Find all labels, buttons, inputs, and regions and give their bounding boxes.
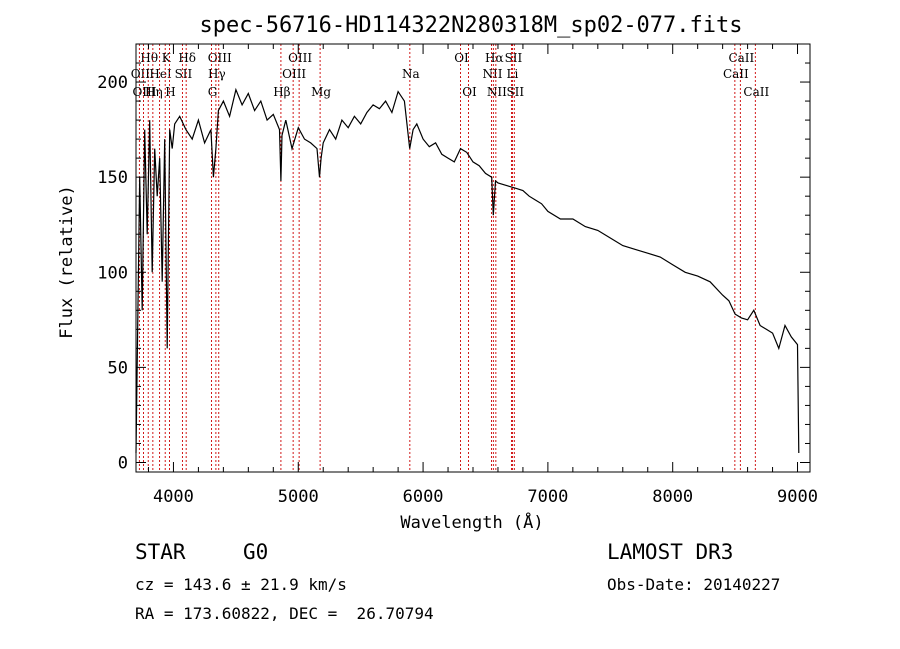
line-label-21: NII [487, 85, 507, 99]
redshift-cz: cz = 143.6 ± 21.9 km/s [135, 575, 347, 594]
line-label-26: CaII [723, 67, 749, 81]
chart-title: spec-56716-HD114322N280318M_sp02-077.fit… [199, 13, 742, 38]
x-tick-label: 6000 [403, 487, 444, 507]
y-tick-label: 100 [97, 263, 128, 283]
line-label-19: Hα [485, 51, 504, 65]
y-tick-label: 0 [118, 453, 128, 473]
line-label-10: Hγ [208, 67, 226, 81]
line-label-6: H [165, 85, 175, 99]
x-tick-label: 5000 [278, 487, 319, 507]
y-tick-label: 50 [108, 358, 128, 378]
line-label-23: Li [507, 67, 519, 81]
coordinates: RA = 173.60822, DEC = 26.70794 [135, 604, 434, 623]
line-label-12: Hβ [273, 85, 290, 99]
line-label-16: Na [402, 67, 420, 81]
x-tick-label: 7000 [527, 487, 568, 507]
x-tick-label: 8000 [652, 487, 693, 507]
line-label-5: K [162, 51, 172, 65]
line-label-24: SII [506, 85, 524, 99]
line-label-22: SII [505, 51, 523, 65]
y-axis-ticks: 0 50 100 150 200 [97, 62, 810, 473]
observation-date: Obs-Date: 20140227 [607, 575, 781, 594]
line-label-4: HeI [149, 67, 172, 81]
line-label-18: OI [462, 85, 477, 99]
y-tick-label: 200 [97, 73, 128, 93]
y-tick-label: 150 [97, 168, 128, 188]
spectrum-series-line [135, 87, 800, 454]
line-label-9: OIII [208, 51, 232, 65]
line-label-2: OIII [132, 85, 156, 99]
line-label-14: OIII [282, 67, 306, 81]
line-label-3: Hη [145, 85, 163, 99]
x-tick-label: 4000 [153, 487, 194, 507]
line-label-13: OIII [288, 51, 312, 65]
y-axis-label: Flux (relative) [57, 185, 77, 339]
object-class: STAR [135, 540, 186, 564]
plot-frame [135, 43, 811, 473]
line-label-17: OI [454, 51, 469, 65]
line-label-11: G [208, 85, 218, 99]
line-label-8: Hδ [178, 51, 196, 65]
line-label-27: CaII [743, 85, 769, 99]
spectral-subclass: G0 [243, 540, 269, 564]
line-label-15: Mg [311, 85, 331, 99]
line-label-7: SII [175, 67, 193, 81]
x-tick-label: 9000 [777, 487, 818, 507]
line-label-0: Hθ [140, 51, 158, 65]
line-label-25: CaII [728, 51, 754, 65]
x-axis-ticks: 4000 5000 6000 7000 8000 9000 [147, 44, 818, 507]
survey-name: LAMOST DR3 [607, 540, 734, 564]
x-axis-label: Wavelength (Å) [400, 511, 543, 533]
line-label-20: NII [482, 67, 502, 81]
line-label-1: OII [131, 67, 151, 81]
